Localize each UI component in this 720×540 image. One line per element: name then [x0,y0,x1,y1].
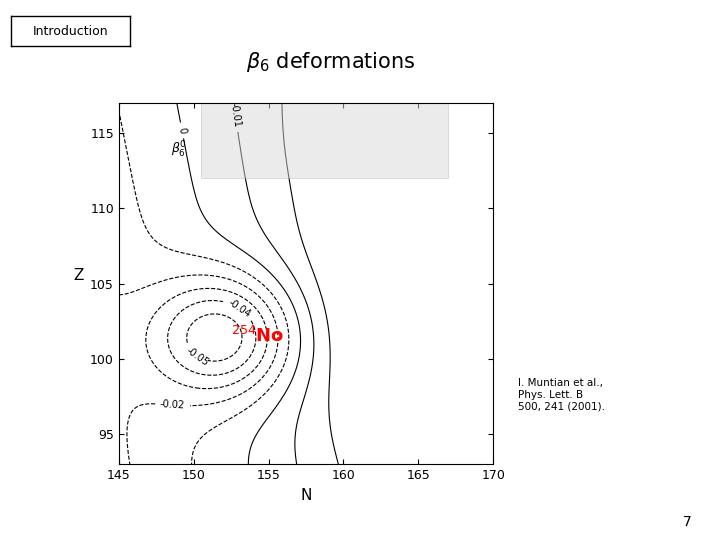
Y-axis label: Z: Z [73,268,84,284]
Text: -0.02: -0.02 [160,400,185,411]
Text: 7: 7 [683,515,691,529]
Text: $\beta_6$ deformations: $\beta_6$ deformations [246,50,416,74]
Text: -0.05: -0.05 [184,345,211,368]
Text: -0.01: -0.01 [228,102,242,128]
X-axis label: N: N [300,488,312,503]
Text: I. Muntian et al.,
Phys. Lett. B
500, 241 (2001).: I. Muntian et al., Phys. Lett. B 500, 24… [518,378,606,411]
Text: -0.04: -0.04 [226,297,252,319]
Text: $^{254}$No: $^{254}$No [231,326,284,346]
Text: 0: 0 [176,126,187,134]
Text: Introduction: Introduction [32,24,108,38]
Bar [201,103,449,178]
Text: $\beta_6^0$: $\beta_6^0$ [171,140,187,160]
